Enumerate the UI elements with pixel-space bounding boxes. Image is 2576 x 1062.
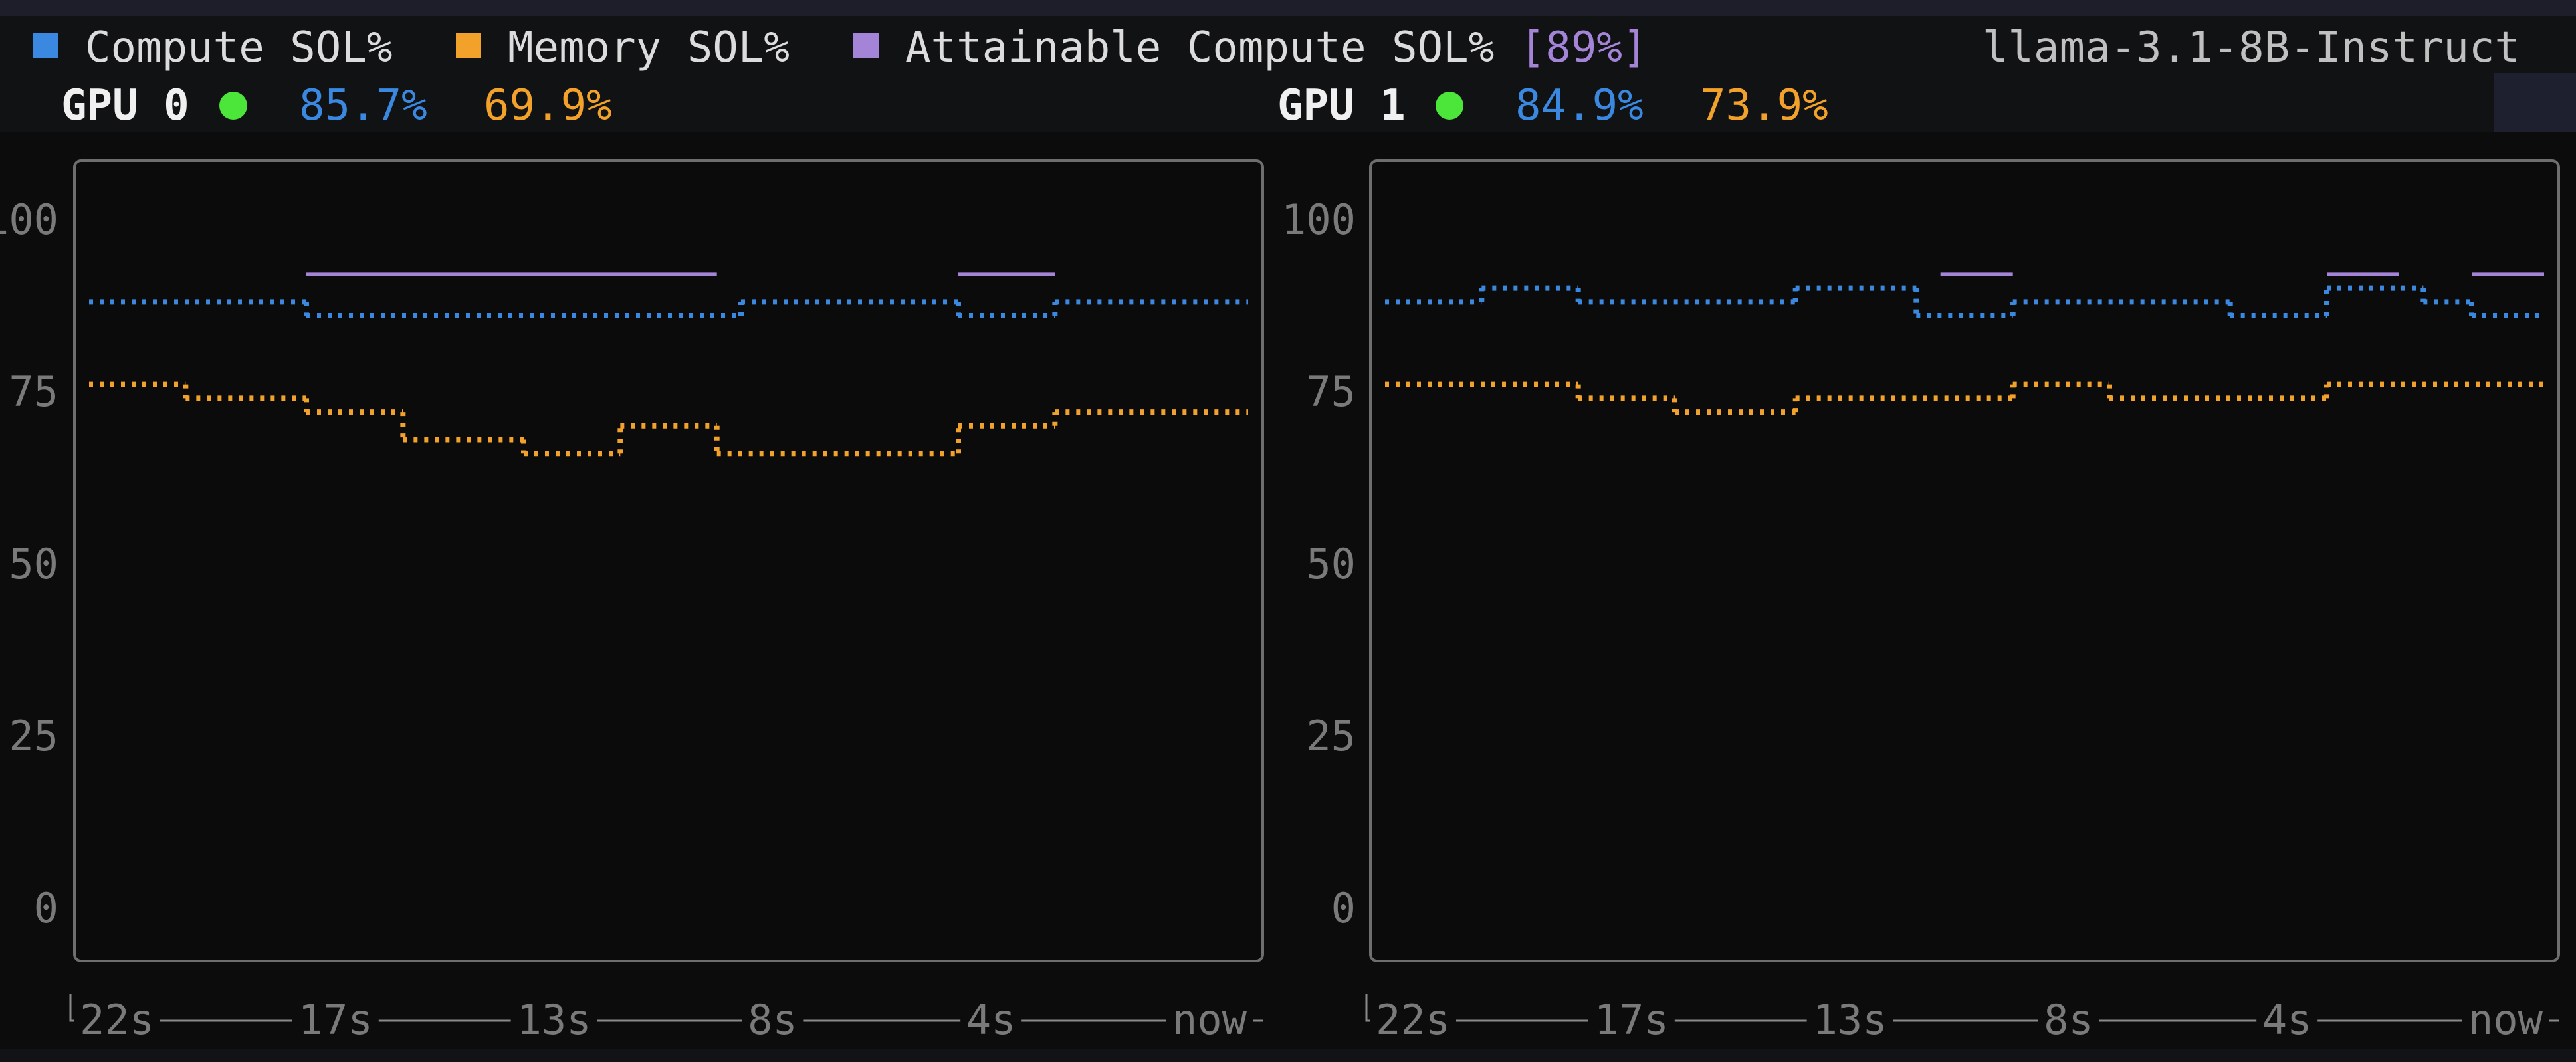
gpu-summary-row: GPU 0 85.7% 69.9% GPU 1 84.9% 73.9% bbox=[0, 80, 2576, 132]
attainable-swatch-icon bbox=[853, 33, 879, 59]
x-tick-label: 8s bbox=[748, 996, 798, 1044]
x-tick-bg bbox=[960, 994, 1022, 1037]
y-tick-label: 0 bbox=[1331, 884, 1356, 932]
chart-gpu0: 100 75 50 25 0 22s 17s 13s 8s 4s now bbox=[0, 159, 1264, 1044]
x-tick-bg bbox=[1370, 994, 1456, 1037]
x-axis-line bbox=[1365, 994, 2559, 1022]
x-tick-label: 17s bbox=[1594, 996, 1669, 1044]
x-tick-label: 13s bbox=[517, 996, 591, 1044]
x-tick-bg bbox=[742, 994, 804, 1037]
compute-swatch-icon bbox=[33, 33, 58, 59]
x-tick-bg bbox=[74, 994, 160, 1037]
legend: Compute SOL% Memory SOL% Attainable Comp… bbox=[0, 16, 2576, 80]
model-name: llama-3.1-8B-Instruct bbox=[1982, 23, 2520, 72]
x-tick-bg bbox=[1166, 994, 1253, 1037]
gpu0-memory-pct: 69.9% bbox=[484, 81, 612, 130]
y-tick-label: 25 bbox=[1306, 712, 1356, 760]
legend-label-compute: Compute SOL% bbox=[85, 23, 393, 72]
gpu0-status-dot-icon bbox=[219, 92, 247, 120]
legend-item-compute: Compute SOL% bbox=[33, 16, 392, 80]
x-tick-label: now bbox=[1172, 996, 1247, 1044]
x-tick-bg bbox=[2038, 994, 2099, 1037]
gpu1-compute-pct: 84.9% bbox=[1515, 81, 1644, 130]
x-tick-label: 22s bbox=[80, 996, 154, 1044]
y-tick-label: 75 bbox=[9, 368, 58, 416]
top-strip bbox=[0, 0, 2576, 16]
gpu1-status-dot-icon bbox=[1436, 92, 1463, 120]
x-tick-label: now bbox=[2468, 996, 2543, 1044]
gpu0-name: GPU 0 bbox=[61, 81, 189, 130]
bottom-strip bbox=[0, 1049, 2576, 1062]
x-tick-bg bbox=[1806, 994, 1893, 1037]
legend-label-memory: Memory SOL% bbox=[508, 23, 790, 72]
y-tick-label: 0 bbox=[34, 884, 58, 932]
legend-label-attainable: Attainable Compute SOL% bbox=[905, 23, 1495, 72]
x-axis-line bbox=[69, 994, 1263, 1022]
gpu1-memory-pct: 73.9% bbox=[1700, 81, 1828, 130]
chart-frame bbox=[1369, 159, 2560, 962]
gpu0-compute-pct: 85.7% bbox=[299, 81, 427, 130]
x-tick-bg bbox=[510, 994, 597, 1037]
x-tick-bg bbox=[1588, 994, 1675, 1037]
x-tick-label: 22s bbox=[1376, 996, 1450, 1044]
x-tick-label: 4s bbox=[966, 996, 1016, 1044]
attainable-value: [89%] bbox=[1519, 23, 1648, 72]
y-tick-label: 75 bbox=[1306, 368, 1356, 416]
x-tick-bg bbox=[292, 994, 379, 1037]
y-tick-label: 50 bbox=[1306, 540, 1356, 588]
x-tick-label: 8s bbox=[2044, 996, 2093, 1044]
chart-frame bbox=[73, 159, 1264, 962]
header-bar bbox=[0, 16, 2576, 132]
memory-swatch-icon bbox=[456, 33, 481, 59]
y-tick-label: 100 bbox=[1281, 195, 1356, 244]
y-tick-label: 50 bbox=[9, 540, 58, 588]
x-tick-label: 13s bbox=[1813, 996, 1887, 1044]
gpu1-name: GPU 1 bbox=[1277, 81, 1406, 130]
x-tick-bg bbox=[2256, 994, 2318, 1037]
y-tick-label: 25 bbox=[9, 712, 58, 760]
x-tick-bg bbox=[2462, 994, 2549, 1037]
x-tick-label: 4s bbox=[2262, 996, 2312, 1044]
chart-gpu1: 100 75 50 25 0 22s 17s 13s 8s 4s now bbox=[1281, 159, 2560, 1044]
y-tick-label: 100 bbox=[0, 195, 58, 244]
scroll-indicator bbox=[2494, 73, 2576, 132]
legend-item-attainable: Attainable Compute SOL% [89%] bbox=[853, 16, 1648, 80]
x-tick-label: 17s bbox=[298, 996, 373, 1044]
legend-item-memory: Memory SOL% bbox=[456, 16, 790, 80]
